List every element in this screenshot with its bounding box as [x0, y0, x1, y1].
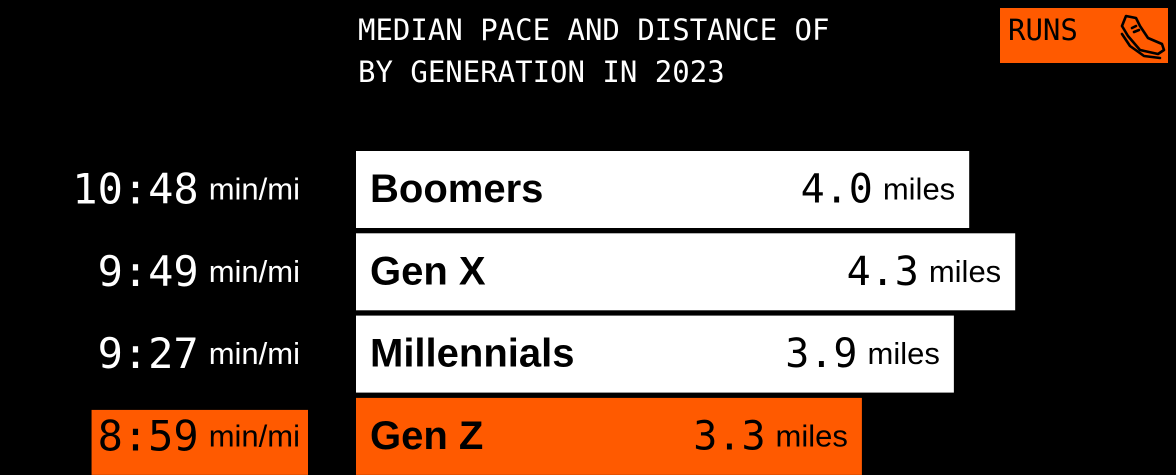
value-number: 3.9: [785, 331, 857, 377]
pace-number: 9:49: [98, 246, 199, 295]
value-number: 3.3: [693, 413, 765, 459]
bar: [356, 233, 1016, 311]
value-unit: miles: [776, 419, 848, 454]
value-unit: miles: [883, 172, 955, 207]
bar: [356, 151, 970, 228]
value-label: 3.9 miles: [785, 331, 940, 377]
pace-unit: min/mi: [209, 254, 300, 289]
category-label: Millennials: [370, 332, 575, 376]
value-label: 4.0 miles: [801, 167, 956, 213]
pace-unit: min/mi: [209, 419, 300, 454]
pace-unit: min/mi: [209, 336, 300, 371]
shoe-icon: [1120, 14, 1166, 60]
pace-label: 8:59 min/mi: [98, 411, 300, 460]
pace-number: 9:27: [98, 329, 199, 378]
title-highlight: RUNS: [1008, 13, 1078, 47]
value-unit: miles: [929, 254, 1001, 289]
category-label: Boomers: [370, 167, 543, 211]
value-label: 4.3 miles: [847, 249, 1002, 295]
pace-unit: min/mi: [209, 172, 300, 207]
pace-highlight-box: [91, 409, 308, 475]
bar: [356, 397, 862, 475]
pace-label: 9:49 min/mi: [98, 246, 300, 295]
value-number: 4.0: [801, 167, 873, 213]
category-label: Gen Z: [370, 414, 483, 458]
category-label: Gen X: [370, 249, 486, 293]
bar: [356, 315, 954, 393]
value-label: 3.3 miles: [693, 413, 848, 459]
value-unit: miles: [868, 336, 940, 371]
pace-label: 10:48 min/mi: [72, 164, 300, 213]
pace-number: 8:59: [98, 411, 199, 460]
value-number: 4.3: [847, 249, 919, 295]
pace-number: 10:48: [72, 164, 198, 213]
chart-title: MEDIAN PACE AND DISTANCE OF: [358, 13, 829, 47]
chart-subtitle: BY GENERATION IN 2023: [358, 55, 725, 89]
pace-label: 9:27 min/mi: [98, 329, 300, 378]
